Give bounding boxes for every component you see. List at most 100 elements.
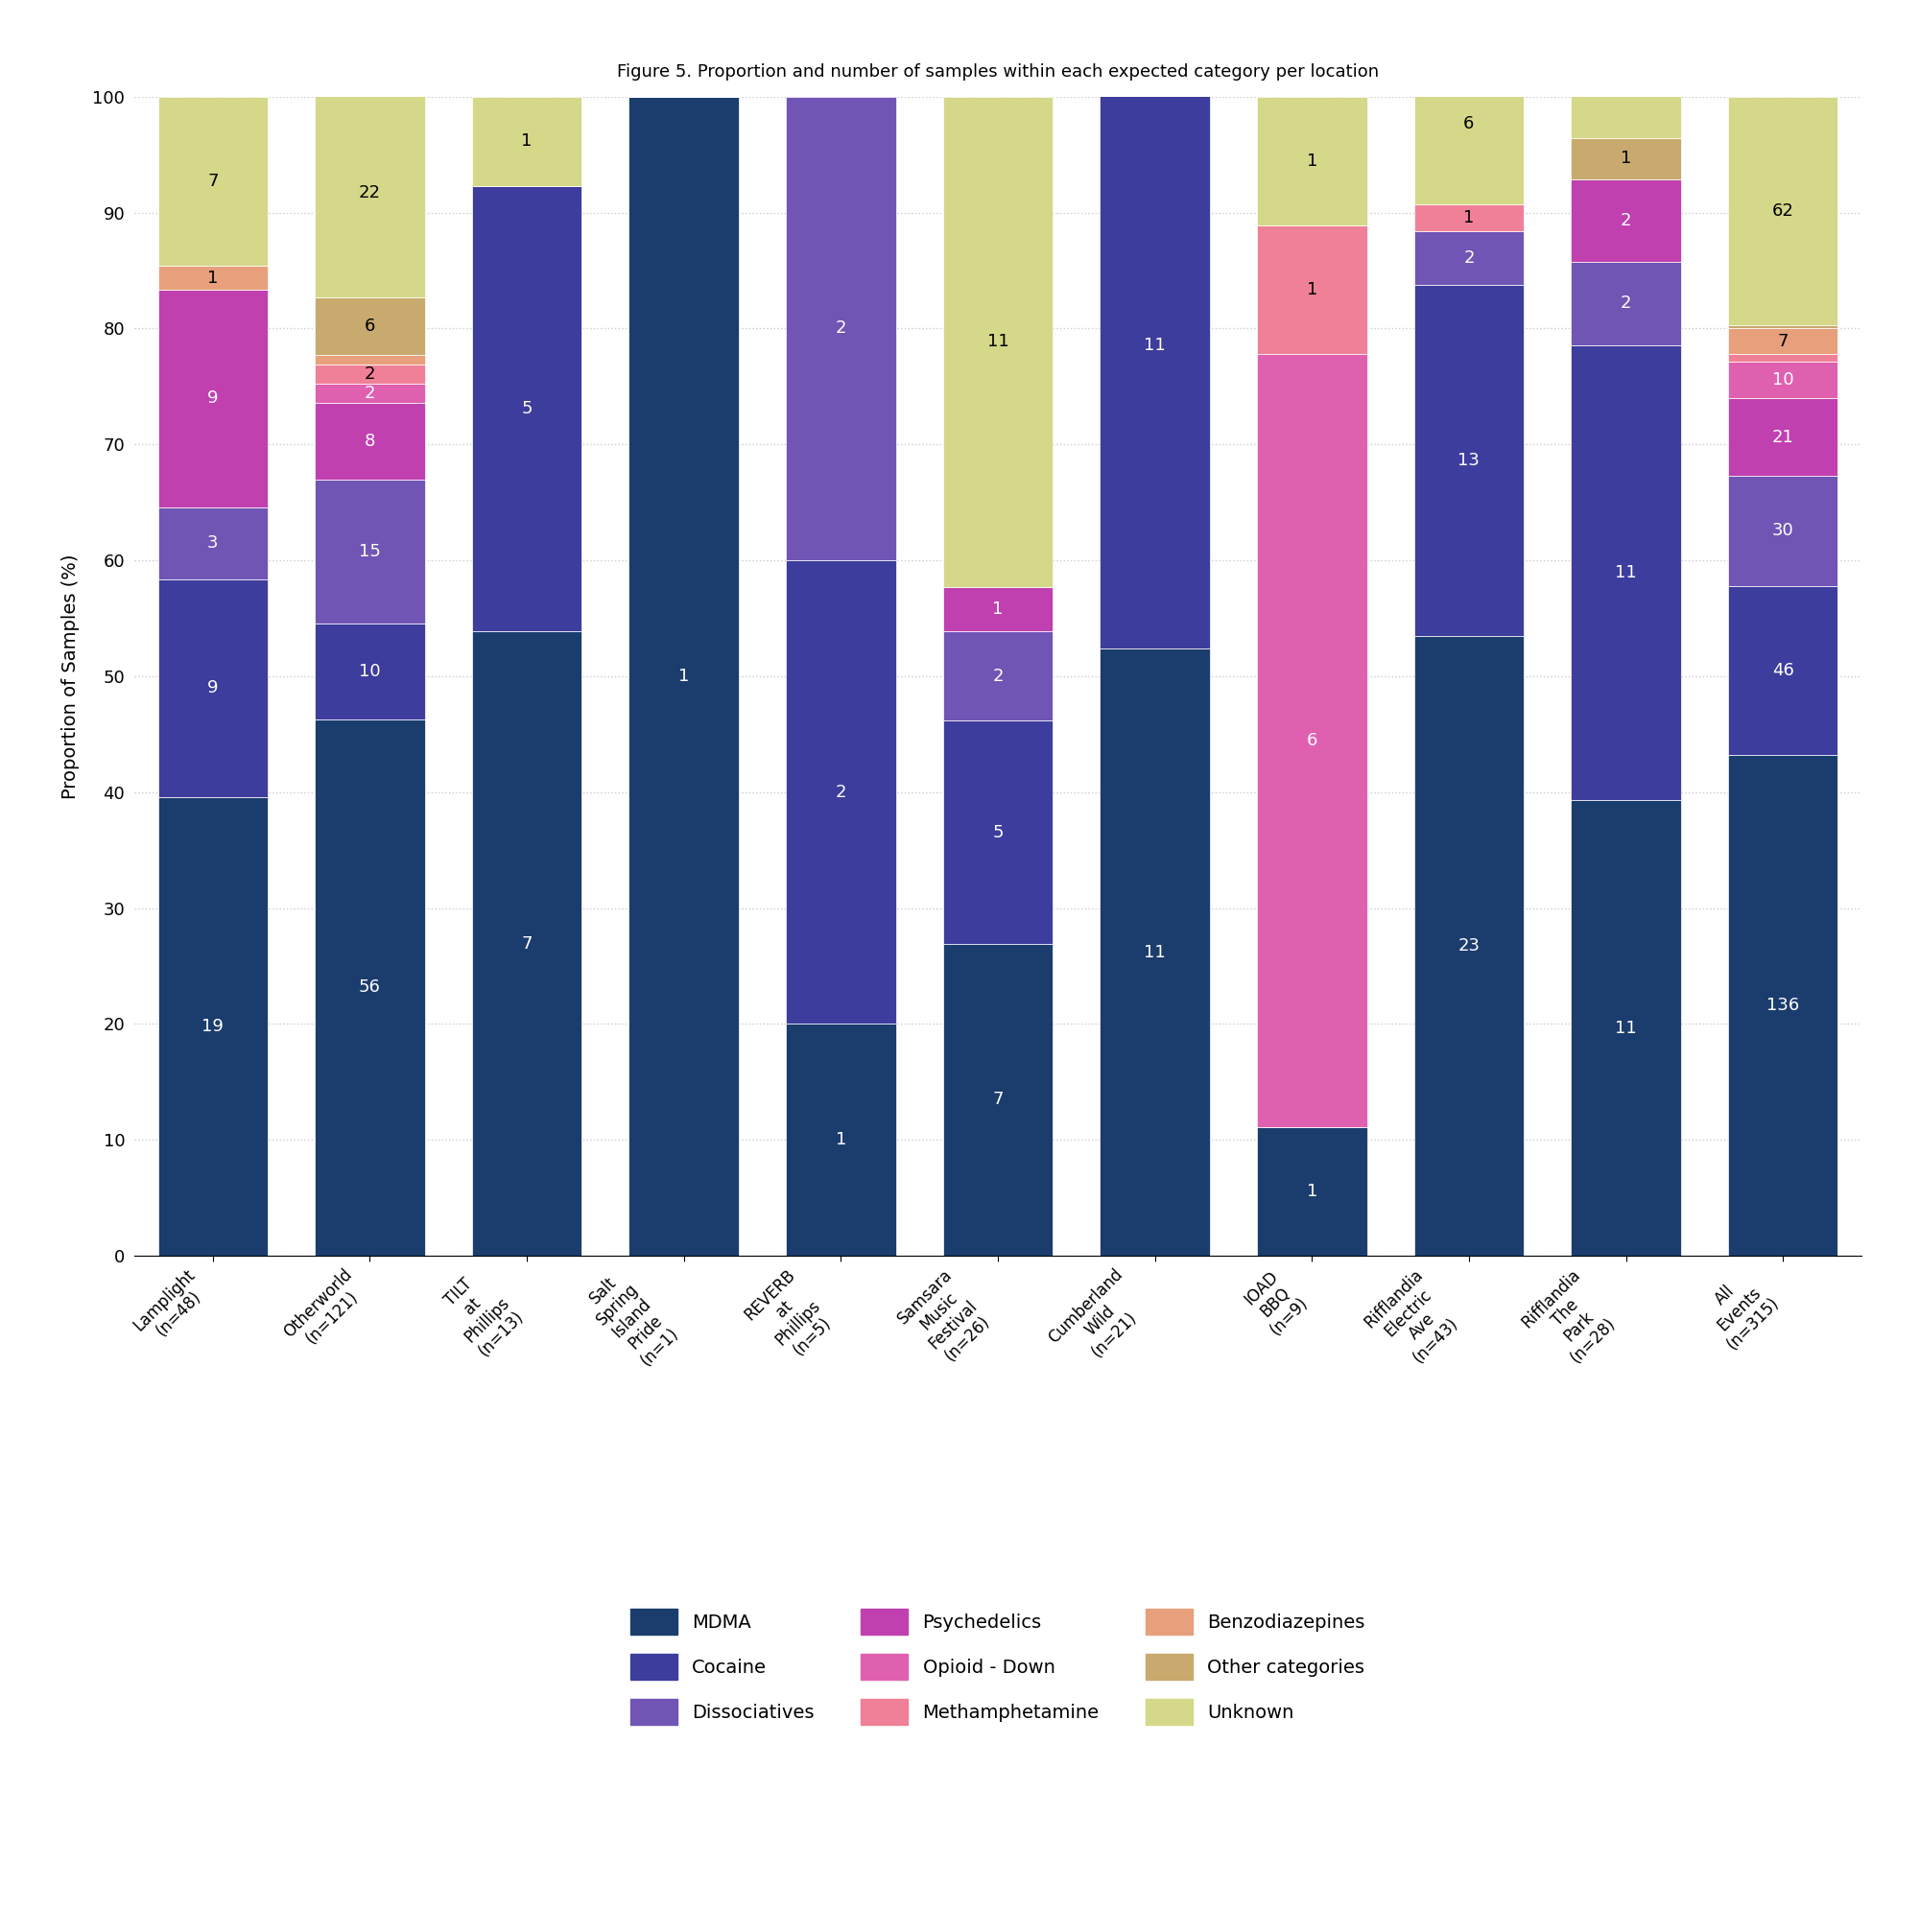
Bar (1572, 263, 1681, 346)
Bar (1100, 649, 1209, 1256)
Text: 11: 11 (1616, 1020, 1637, 1037)
Bar (1727, 361, 1838, 398)
Text: 5: 5 (522, 400, 532, 417)
Text: 11: 11 (1144, 943, 1167, 960)
Text: 2: 2 (1620, 213, 1631, 230)
Text: 19: 19 (201, 1018, 225, 1036)
Bar (157, 265, 269, 290)
Text: 2: 2 (365, 384, 376, 402)
Text: 2: 2 (835, 784, 846, 800)
Text: 1: 1 (1464, 209, 1474, 226)
Text: 21: 21 (1771, 429, 1794, 446)
Bar (1572, 0, 1681, 137)
Bar (787, 0, 896, 97)
Text: 1: 1 (992, 601, 1004, 618)
Bar (315, 365, 424, 384)
Text: 2: 2 (992, 668, 1004, 684)
Bar (157, 506, 269, 580)
Bar (1727, 328, 1838, 354)
Title: Figure 5. Proportion and number of samples within each expected category per loc: Figure 5. Proportion and number of sampl… (616, 64, 1380, 81)
Text: 10: 10 (1771, 371, 1794, 388)
Bar (472, 185, 581, 632)
Bar (472, 97, 581, 185)
Text: 11: 11 (986, 332, 1009, 350)
Text: 7: 7 (207, 172, 219, 189)
Text: 30: 30 (1771, 522, 1794, 539)
Text: 1: 1 (1307, 1182, 1316, 1200)
Text: 6: 6 (365, 319, 376, 334)
Bar (1100, 41, 1209, 649)
Bar (315, 624, 424, 719)
Text: 1: 1 (835, 1132, 846, 1148)
Bar (1727, 475, 1838, 585)
Text: 11: 11 (1144, 336, 1167, 354)
Bar (1572, 800, 1681, 1256)
Text: 1: 1 (207, 269, 219, 286)
Bar (1727, 755, 1838, 1256)
Text: 2: 2 (1464, 249, 1474, 267)
Bar (157, 798, 269, 1256)
Text: 46: 46 (1771, 663, 1794, 680)
Text: 1: 1 (679, 668, 689, 684)
Bar (1100, 0, 1209, 41)
Text: 9: 9 (207, 680, 219, 697)
Bar (1572, 346, 1681, 800)
Bar (942, 943, 1054, 1256)
Text: 6: 6 (1464, 114, 1474, 131)
Bar (1572, 180, 1681, 263)
Bar (1414, 43, 1524, 205)
Bar (787, 560, 896, 1024)
Bar (787, 1024, 896, 1256)
Bar (1414, 286, 1524, 636)
Bar (1257, 354, 1366, 1126)
Text: 1: 1 (522, 133, 532, 151)
Bar (315, 719, 424, 1256)
Text: 7: 7 (522, 935, 532, 952)
Y-axis label: Proportion of Samples (%): Proportion of Samples (%) (61, 554, 79, 798)
Bar (315, 298, 424, 355)
Text: 3: 3 (207, 535, 219, 553)
Bar (942, 632, 1054, 721)
Bar (1727, 398, 1838, 475)
Text: 1: 1 (1307, 153, 1316, 170)
Bar (157, 97, 269, 267)
Bar (315, 384, 424, 404)
Bar (787, 97, 896, 560)
Bar (629, 97, 739, 1256)
Bar (1414, 636, 1524, 1256)
Bar (1727, 97, 1838, 325)
Text: 1: 1 (1307, 282, 1316, 298)
Bar (1727, 325, 1838, 328)
Bar (157, 580, 269, 798)
Text: 5: 5 (992, 823, 1004, 840)
Text: 13: 13 (1458, 452, 1480, 469)
Text: 8: 8 (365, 433, 376, 450)
Text: 11: 11 (1616, 564, 1637, 582)
Bar (472, 632, 581, 1256)
Text: 7: 7 (992, 1092, 1004, 1109)
Text: 15: 15 (359, 543, 380, 560)
Text: 6: 6 (1307, 732, 1316, 750)
Bar (1727, 585, 1838, 755)
Legend: MDMA, Cocaine, Dissociatives, Psychedelics, Opioid - Down, Methamphetamine, Benz: MDMA, Cocaine, Dissociatives, Psychedeli… (612, 1590, 1384, 1743)
Text: 10: 10 (359, 663, 380, 680)
Text: 2: 2 (365, 365, 376, 383)
Text: 23: 23 (1458, 937, 1480, 954)
Bar (1572, 137, 1681, 180)
Text: 2: 2 (835, 321, 846, 336)
Bar (315, 404, 424, 479)
Bar (1257, 1126, 1366, 1256)
Bar (1257, 97, 1366, 226)
Bar (157, 290, 269, 506)
Bar (1727, 354, 1838, 361)
Text: 62: 62 (1771, 203, 1794, 220)
Text: 1: 1 (1620, 151, 1631, 168)
Bar (315, 87, 424, 298)
Text: 9: 9 (207, 390, 219, 408)
Bar (1414, 205, 1524, 232)
Bar (1257, 226, 1366, 354)
Bar (942, 721, 1054, 943)
Text: 2: 2 (1620, 296, 1631, 313)
Bar (315, 355, 424, 365)
Text: 56: 56 (359, 980, 380, 997)
